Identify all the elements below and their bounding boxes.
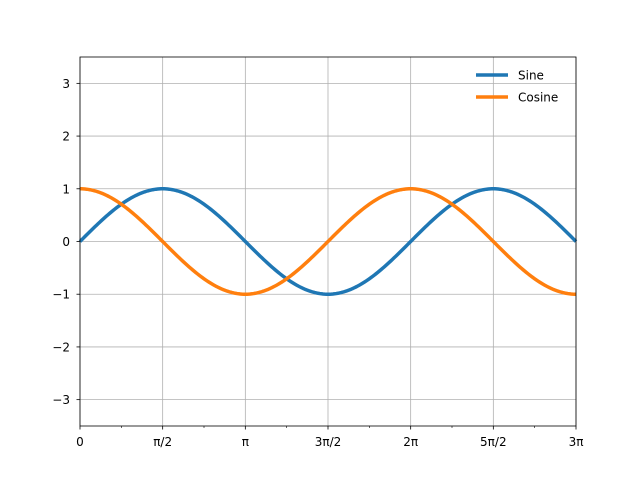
y-tick-label: 1 bbox=[62, 182, 70, 196]
y-tick-label: 3 bbox=[62, 77, 70, 91]
x-tick-label: 2π bbox=[403, 435, 418, 449]
ticks: 0 π/2 π 3π/2 2π 5π/2 3π −3 −2 −1 0 1 2 3 bbox=[52, 77, 583, 449]
x-tick-label: 5π/2 bbox=[480, 435, 507, 449]
x-tick-label: π bbox=[242, 435, 249, 449]
x-tick-label: 3π bbox=[569, 435, 584, 449]
legend-label-cosine: Cosine bbox=[518, 91, 558, 105]
series-layer bbox=[78, 187, 578, 296]
x-tick-label: 0 bbox=[76, 435, 84, 449]
y-tick-label: −1 bbox=[52, 288, 70, 302]
series-line-sine bbox=[78, 187, 578, 296]
y-tick-label: 0 bbox=[62, 235, 70, 249]
y-tick-label: −3 bbox=[52, 393, 70, 407]
legend: Sine Cosine bbox=[476, 69, 558, 105]
x-tick-label: π/2 bbox=[153, 435, 172, 449]
series-line-cosine bbox=[79, 187, 577, 296]
legend-label-sine: Sine bbox=[518, 69, 544, 83]
x-tick-label: 3π/2 bbox=[315, 435, 342, 449]
y-tick-label: −2 bbox=[52, 340, 70, 354]
y-tick-label: 2 bbox=[62, 130, 70, 144]
